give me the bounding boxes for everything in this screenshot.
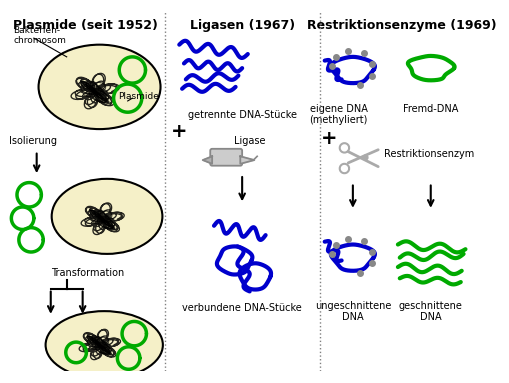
Text: Restriktionsenzym: Restriktionsenzym (383, 149, 473, 159)
Text: +: + (321, 129, 337, 148)
Text: geschnittene
DNA: geschnittene DNA (398, 301, 462, 322)
Ellipse shape (51, 179, 162, 254)
Polygon shape (240, 156, 254, 164)
Ellipse shape (39, 45, 160, 129)
Polygon shape (203, 156, 212, 164)
Text: Ligasen (1967): Ligasen (1967) (189, 19, 294, 32)
Text: Ligase: Ligase (233, 136, 265, 146)
Text: Transformation: Transformation (51, 268, 124, 278)
FancyBboxPatch shape (210, 149, 242, 166)
Text: Plasmide (seit 1952): Plasmide (seit 1952) (13, 19, 158, 32)
Text: Plasmide: Plasmide (118, 92, 159, 101)
Text: verbundene DNA-Stücke: verbundene DNA-Stücke (182, 303, 301, 313)
Ellipse shape (45, 311, 162, 379)
Text: getrennte DNA-Stücke: getrennte DNA-Stücke (187, 110, 296, 120)
Text: Isolierung: Isolierung (9, 136, 56, 146)
Text: eigene DNA
(methyliert): eigene DNA (methyliert) (309, 104, 367, 125)
Text: Restriktionsenzyme (1969): Restriktionsenzyme (1969) (306, 19, 495, 32)
Text: Fremd-DNA: Fremd-DNA (402, 104, 458, 114)
Text: ungeschnittene
DNA: ungeschnittene DNA (314, 301, 390, 322)
Text: +: + (171, 123, 187, 141)
Text: Bakterien-
chromosom: Bakterien- chromosom (13, 26, 66, 45)
